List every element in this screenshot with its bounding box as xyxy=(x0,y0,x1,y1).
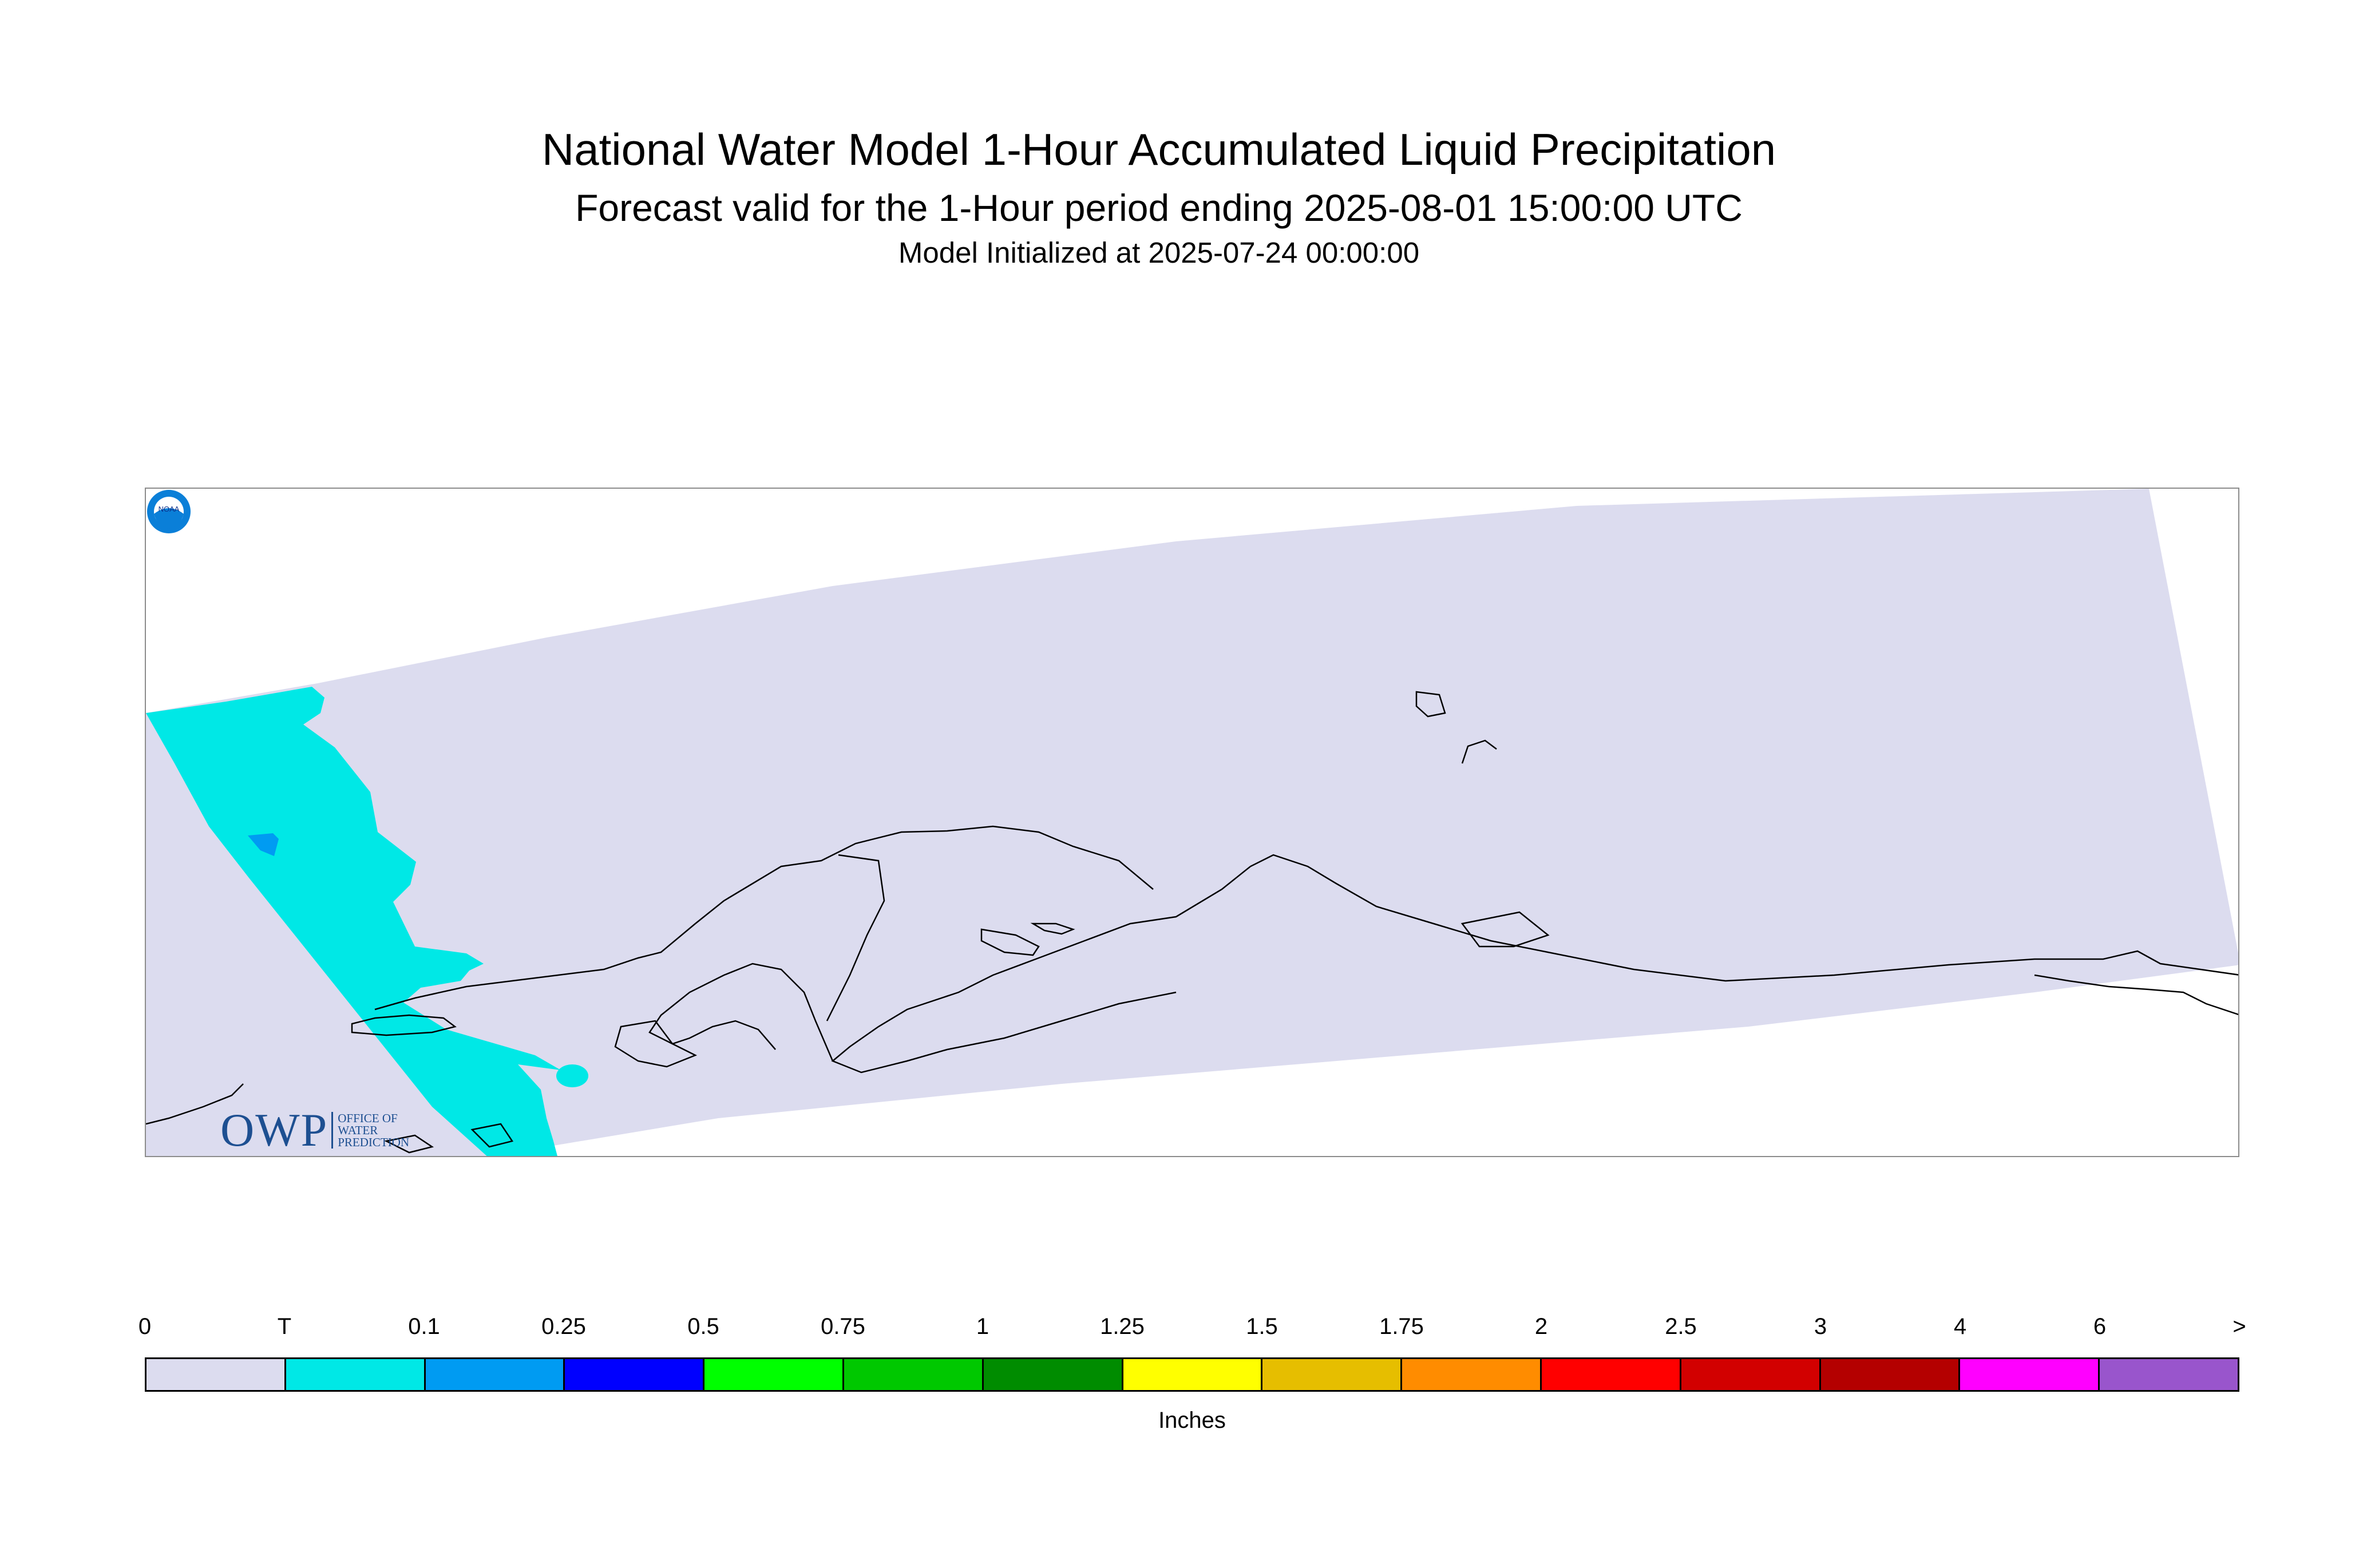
coastline-south xyxy=(351,1014,457,1036)
legend-swatch-14 xyxy=(2100,1359,2238,1390)
precip-legend: 0 T 0.1 0.25 0.5 0.75 1 1.25 1.5 1.75 2 2.5 3 4 6 > Inc… xyxy=(138,1310,2246,1442)
legend-swatch-12 xyxy=(1820,1359,1961,1390)
noaa-logo-text: NOAA xyxy=(159,505,180,513)
noaa-logo: NOAA xyxy=(147,490,191,533)
coastline-southwest xyxy=(146,1083,244,1125)
legend-tick-label: T xyxy=(277,1314,292,1339)
precip-trace-area xyxy=(146,687,561,1156)
legend-swatch-9 xyxy=(1402,1359,1542,1390)
legend-swatch-6 xyxy=(983,1359,1123,1390)
legend-tick-label: 0 xyxy=(138,1314,152,1339)
legend-tick-label: > xyxy=(2232,1314,2246,1339)
legend-swatch-4 xyxy=(704,1359,844,1390)
model-initialized-line: Model Initialized at 2025-07-24 00:00:00 xyxy=(898,236,1420,269)
legend-tick-labels: 0 T 0.1 0.25 0.5 0.75 1 1.25 1.5 1.75 2 2.5 3 4 6 > xyxy=(138,1310,2246,1345)
legend-tick-label: 1.25 xyxy=(1100,1314,1145,1339)
coastline-western xyxy=(374,825,1154,1011)
coastline-lines xyxy=(146,691,2238,1154)
legend-tick-label: 1 xyxy=(976,1314,989,1339)
legend-swatch-0 xyxy=(147,1359,286,1390)
coastline-bay xyxy=(648,963,834,1062)
precipitation-map xyxy=(146,489,2238,1156)
owp-logo: OWP Office of Water Prediction xyxy=(220,1107,409,1154)
legend-swatch-11 xyxy=(1681,1359,1821,1390)
legend-tick-label: 0.75 xyxy=(821,1314,865,1339)
precip-trace-patch xyxy=(556,1064,588,1087)
legend-tick-label: 2.5 xyxy=(1665,1314,1697,1339)
owp-logo-divider xyxy=(331,1112,334,1149)
coastline-interior xyxy=(826,854,885,1021)
legend-swatch-8 xyxy=(1262,1359,1403,1390)
legend-units-label: Inches xyxy=(1158,1408,1226,1433)
coastline-north-inlet xyxy=(1461,739,1497,764)
legend-tick-label: 3 xyxy=(1814,1314,1827,1339)
coastline-north-island xyxy=(1415,691,1446,718)
coastline-west-lake xyxy=(980,928,1040,956)
legend-tick-label: 0.25 xyxy=(541,1314,586,1339)
legend-swatch-13 xyxy=(1960,1359,2100,1390)
legend-color-bar xyxy=(145,1357,2239,1392)
precip-light-area xyxy=(248,833,279,856)
owp-logo-text: Office of Water Prediction xyxy=(338,1111,410,1149)
page-title: National Water Model 1-Hour Accumulated … xyxy=(541,124,1776,175)
legend-tick-label: 4 xyxy=(1953,1314,1967,1339)
owp-logo-letters: OWP xyxy=(220,1104,328,1156)
legend-tick-label: 6 xyxy=(2093,1314,2107,1339)
legend-swatch-2 xyxy=(425,1359,565,1390)
legend-swatch-10 xyxy=(1541,1359,1681,1390)
coastline-mainland xyxy=(831,854,2238,1074)
coastline-islands xyxy=(384,1123,514,1154)
legend-swatch-7 xyxy=(1123,1359,1263,1390)
legend-tick-label: 0.5 xyxy=(687,1314,719,1339)
legend-tick-label: 2 xyxy=(1534,1314,1548,1339)
legend-swatch-3 xyxy=(565,1359,705,1390)
legend-tick-label: 1.75 xyxy=(1379,1314,1424,1339)
coastline-inlet xyxy=(1030,922,1075,935)
forecast-valid-subtitle: Forecast valid for the 1-Hour period end… xyxy=(575,187,1743,229)
legend-tick-label: 1.5 xyxy=(1246,1314,1278,1339)
coastline-northeast xyxy=(1460,911,1550,948)
map-frame: OWP Office of Water Prediction NOAA xyxy=(145,488,2239,1157)
legend-swatch-5 xyxy=(844,1359,984,1390)
legend-swatch-1 xyxy=(286,1359,426,1390)
coastline-east xyxy=(2034,974,2238,1015)
legend-tick-label: 0.1 xyxy=(408,1314,440,1339)
model-domain-area xyxy=(146,489,2238,1156)
coastline-gulf xyxy=(614,1020,698,1068)
